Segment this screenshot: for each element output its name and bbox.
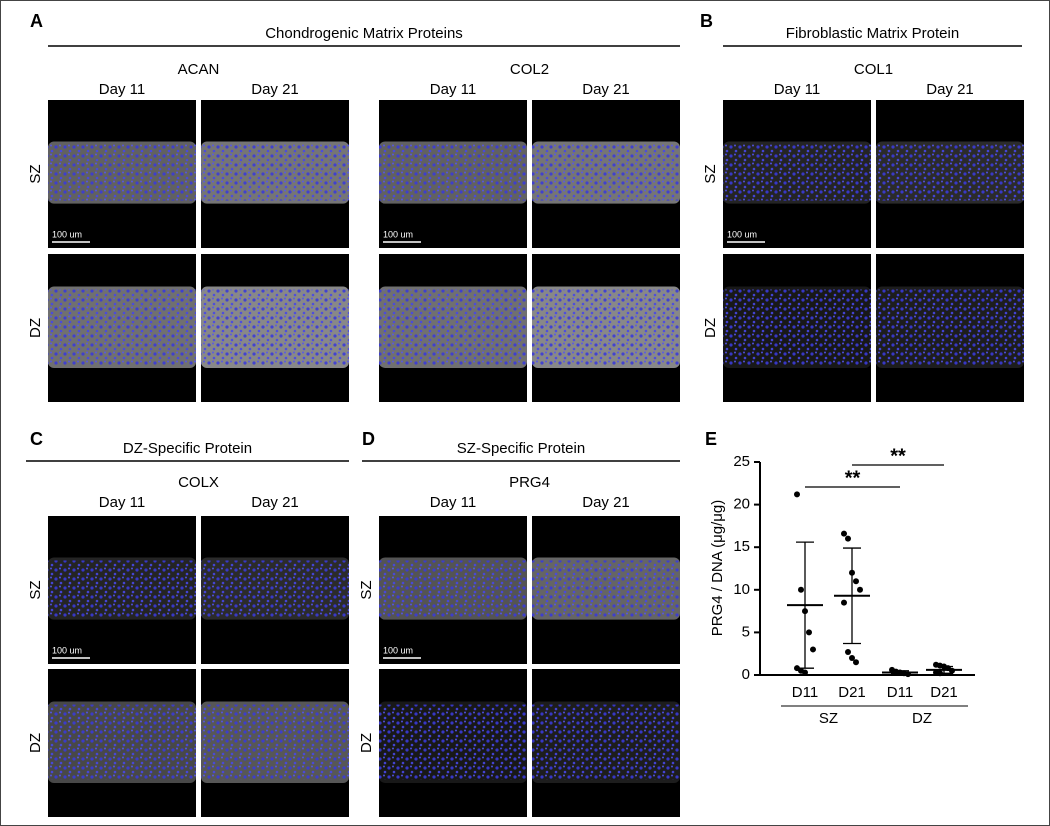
panel-title: DZ-Specific Protein [123, 440, 252, 457]
nuclei [379, 289, 527, 365]
panel-letter: A [30, 11, 43, 31]
sd-bar [935, 665, 953, 674]
panel-letter: E [705, 429, 717, 449]
nuclei [723, 289, 871, 365]
day-label: Day 11 [430, 494, 476, 511]
y-tick-label: 20 [733, 496, 750, 513]
data-point [857, 586, 863, 593]
sd-bar [891, 670, 909, 675]
data-point [802, 669, 808, 676]
row-label: SZ [702, 164, 719, 183]
data-point [810, 646, 816, 653]
x-tick-label: D11 [792, 684, 818, 701]
data-point [798, 586, 804, 593]
row-label: SZ [27, 580, 44, 599]
day-label: Day 11 [99, 81, 145, 98]
nuclei [201, 289, 349, 365]
nuclei [723, 144, 871, 201]
panel-title: Fibroblastic Matrix Protein [786, 25, 959, 42]
x-tick-label: D11 [887, 684, 913, 701]
day-label: Day 11 [99, 494, 145, 511]
x-tick-label: D21 [838, 684, 866, 701]
row-label: DZ [27, 733, 44, 753]
row-label: DZ [702, 318, 719, 338]
sd-bar [843, 547, 861, 645]
nuclei [201, 560, 349, 617]
data-point [841, 599, 847, 606]
y-tick-label: 5 [742, 623, 750, 640]
panel-title: SZ-Specific Protein [457, 440, 585, 457]
data-point [845, 535, 851, 542]
nuclei [201, 704, 349, 780]
row-label: DZ [358, 733, 375, 753]
panel-letter: D [362, 429, 375, 449]
scale-bar-label: 100 um [383, 645, 413, 655]
panel-title: Chondrogenic Matrix Proteins [265, 25, 463, 42]
panel-letter: B [700, 11, 713, 31]
significance-label: ** [845, 467, 861, 489]
day-label: Day 21 [582, 81, 630, 98]
protein-label: PRG4 [509, 474, 550, 491]
day-label: Day 11 [774, 81, 820, 98]
nuclei [379, 704, 527, 780]
day-label: Day 21 [926, 81, 974, 98]
significance-label: ** [890, 445, 906, 467]
scale-bar-label: 100 um [52, 229, 82, 239]
y-tick-label: 15 [733, 538, 750, 555]
protein-label: COLX [178, 474, 219, 491]
protein-label: COL2 [510, 61, 549, 78]
group-label: DZ [912, 710, 932, 727]
nuclei [48, 289, 196, 365]
nuclei [201, 144, 349, 201]
day-label: Day 21 [251, 494, 299, 511]
nuclei [532, 144, 680, 201]
nuclei [532, 704, 680, 780]
panel-letter: C [30, 429, 43, 449]
row-label: DZ [27, 318, 44, 338]
group-label: SZ [819, 710, 838, 727]
nuclei [379, 144, 527, 201]
data-point [841, 530, 847, 537]
y-tick-label: 10 [733, 581, 750, 598]
nuclei [876, 289, 1024, 365]
scale-bar-label: 100 um [52, 645, 82, 655]
row-label: SZ [358, 580, 375, 599]
nuclei [48, 144, 196, 201]
scale-bar-label: 100 um [383, 229, 413, 239]
day-label: Day 21 [251, 81, 299, 98]
protein-label: COL1 [854, 61, 893, 78]
data-point [845, 648, 851, 655]
day-label: Day 21 [582, 494, 630, 511]
data-point [849, 654, 855, 661]
data-point [794, 491, 800, 498]
sd-bar [796, 541, 814, 669]
nuclei [532, 560, 680, 617]
day-label: Day 11 [430, 81, 476, 98]
row-label: SZ [27, 164, 44, 183]
protein-label: ACAN [178, 61, 220, 78]
y-axis-label: PRG4 / DNA (μg/μg) [709, 500, 726, 637]
nuclei [876, 144, 1024, 201]
data-point [806, 629, 812, 636]
data-point [853, 659, 859, 666]
nuclei [379, 560, 527, 617]
nuclei [48, 560, 196, 617]
scale-bar-label: 100 um [727, 229, 757, 239]
data-point [853, 578, 859, 585]
x-tick-label: D21 [930, 684, 958, 701]
nuclei [532, 289, 680, 365]
y-tick-label: 0 [742, 666, 750, 683]
nuclei [48, 704, 196, 780]
y-tick-label: 25 [733, 453, 750, 470]
